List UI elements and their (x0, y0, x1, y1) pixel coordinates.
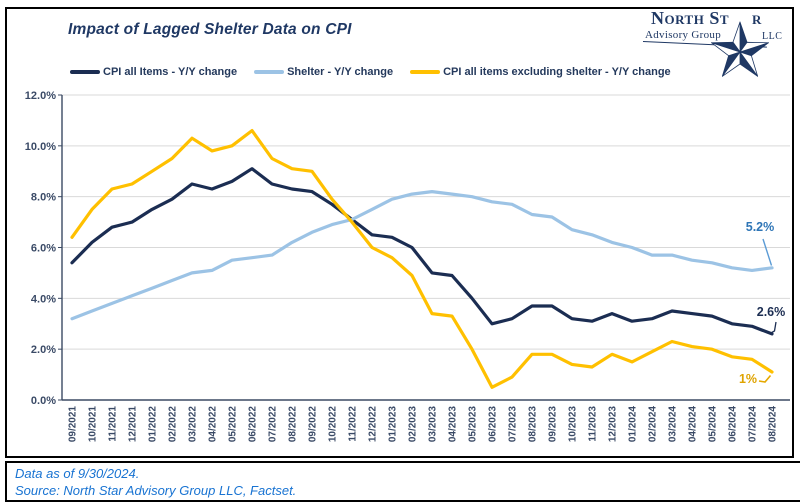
series-line-2 (70, 129, 774, 389)
logo-suffix: LLC (762, 31, 783, 42)
y-tick-label: 6.0% (31, 243, 56, 255)
legend-label: Shelter - Y/Y change (287, 66, 394, 78)
north-star-logo: North St r Advisory Group LLC (605, 8, 790, 86)
annotation-leader (758, 374, 772, 383)
source-note: Source: North Star Advisory Group LLC, F… (15, 482, 297, 498)
y-tick-label: 8.0% (31, 192, 56, 204)
y-tick-label: 2.0% (31, 344, 56, 356)
y-tick-label: 0.0% (31, 395, 56, 407)
x-tick-label: 05/2024 (707, 406, 718, 443)
x-tick-label: 08/2022 (287, 406, 298, 443)
legend-swatch (254, 70, 285, 74)
x-tick-label: 11/2022 (347, 406, 358, 442)
x-tick-label: 04/2023 (447, 406, 458, 443)
x-tick-label: 12/2023 (607, 406, 618, 443)
x-tick-label: 09/2021 (67, 406, 78, 443)
x-tick-label: 08/2024 (767, 406, 778, 443)
x-tick-label: 04/2024 (687, 406, 698, 443)
legend-swatch (70, 70, 100, 74)
footer-box: Data as of 9/30/2024. Source: North Star… (5, 461, 800, 502)
x-tick-label: 07/2024 (747, 406, 758, 443)
x-tick-label: 11/2021 (107, 406, 118, 442)
x-tick-label: 07/2022 (267, 406, 278, 443)
legend-item-0: CPI all Items - Y/Y change (70, 66, 237, 78)
y-tick-label: 10.0% (25, 141, 56, 153)
annotation-leader (769, 321, 777, 335)
x-tick-label: 04/2022 (207, 406, 218, 443)
x-tick-label: 01/2024 (627, 406, 638, 443)
x-tick-label: 02/2023 (407, 406, 418, 443)
legend-label: CPI all Items - Y/Y change (103, 66, 238, 78)
x-tick-label: 01/2022 (147, 406, 158, 443)
series-line-0 (70, 167, 774, 336)
x-tick-label: 05/2023 (467, 406, 478, 443)
x-tick-label: 12/2021 (127, 406, 138, 443)
legend-swatch (410, 70, 441, 74)
logo-subline: Advisory Group (645, 29, 722, 41)
y-tick-label: 12.0% (25, 90, 56, 102)
x-tick-label: 03/2023 (427, 406, 438, 443)
x-tick-label: 06/2023 (487, 406, 498, 443)
x-tick-label: 09/2023 (547, 406, 558, 443)
chart-frame (5, 7, 794, 458)
x-tick-label: 11/2023 (587, 406, 598, 442)
legend-label: CPI all items excluding shelter - Y/Y ch… (443, 66, 671, 78)
x-tick-label: 10/2023 (567, 406, 578, 443)
star-icon (711, 21, 769, 77)
x-tick-label: 09/2022 (307, 406, 318, 443)
data-as-of-note: Data as of 9/30/2024. (15, 465, 140, 481)
x-tick-label: 12/2022 (367, 406, 378, 443)
x-tick-label: 02/2022 (167, 406, 178, 443)
x-tick-label: 02/2024 (647, 406, 658, 443)
annotation-leader (762, 238, 773, 266)
x-tick-label: 01/2023 (387, 406, 398, 443)
x-tick-label: 06/2024 (727, 406, 738, 443)
logo-name-tail: r (752, 8, 762, 28)
chart-legend: CPI all Items - Y/Y change Shelter - Y/Y … (70, 66, 671, 78)
legend-item-1: Shelter - Y/Y change (254, 66, 393, 78)
x-tick-label: 08/2023 (527, 406, 538, 443)
x-tick-label: 07/2023 (507, 406, 518, 443)
x-tick-label: 03/2024 (667, 406, 678, 443)
annotation-label: 5.2% (746, 220, 775, 234)
x-tick-label: 10/2022 (327, 406, 338, 443)
x-tick-label: 03/2022 (187, 406, 198, 443)
legend-item-2: CPI all items excluding shelter - Y/Y ch… (410, 66, 671, 78)
x-tick-label: 06/2022 (247, 406, 258, 443)
x-tick-label: 10/2021 (87, 406, 98, 443)
annotation-label: 1% (739, 372, 757, 386)
chart-title: Impact of Lagged Shelter Data on CPI (68, 21, 352, 38)
annotation-label: 2.6% (757, 305, 786, 319)
y-tick-label: 4.0% (31, 293, 56, 305)
logo-name-main: North St (651, 8, 730, 28)
series-line-1 (70, 190, 774, 321)
x-tick-label: 05/2022 (227, 406, 238, 443)
